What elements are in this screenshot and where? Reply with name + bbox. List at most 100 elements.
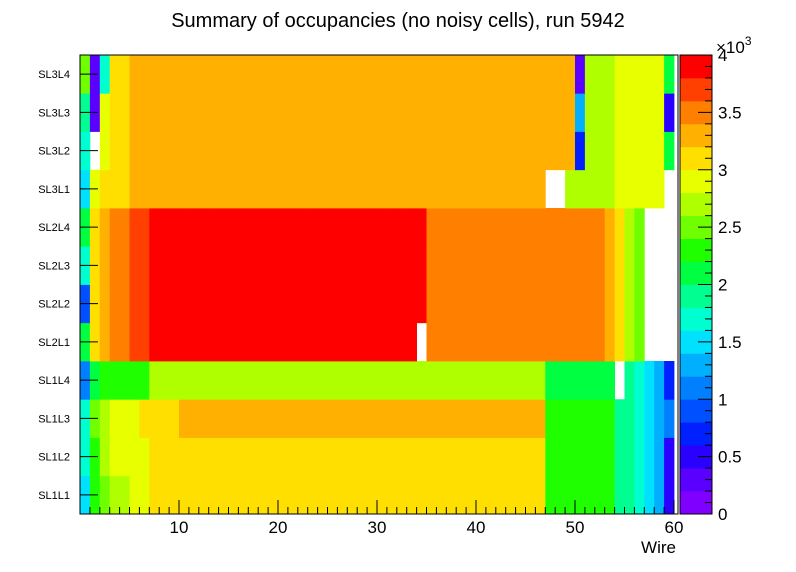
heatmap-cell [278, 437, 289, 477]
heatmap-cell [555, 399, 566, 438]
heatmap-cell [525, 246, 536, 285]
heatmap-cell [575, 93, 586, 132]
y-tick-label: SL2L1 [38, 337, 70, 349]
heatmap-cell [149, 475, 160, 515]
heatmap-cell [347, 208, 358, 247]
heatmap-cell [327, 169, 338, 209]
heatmap-cell [456, 131, 467, 171]
heatmap-cell [258, 399, 269, 438]
heatmap-cell [347, 131, 358, 171]
heatmap-cell [109, 55, 120, 94]
heatmap-cell [614, 399, 625, 438]
heatmap-cell [327, 93, 338, 132]
heatmap-cell [614, 208, 625, 247]
heatmap-cell [99, 284, 111, 324]
heatmap-cell [258, 169, 269, 209]
heatmap-cell [594, 475, 606, 515]
heatmap-cell [466, 284, 477, 324]
heatmap-cell [565, 399, 576, 438]
x-tick-label: 10 [170, 518, 189, 537]
heatmap-cell [278, 55, 289, 94]
heatmap-cell [188, 399, 200, 438]
heatmap-cell [149, 55, 160, 94]
heatmap-cell [396, 399, 408, 438]
heatmap-cell [357, 399, 368, 438]
heatmap-cell [515, 475, 526, 515]
heatmap-cell [218, 322, 229, 362]
heatmap-cell [218, 55, 229, 94]
heatmap-cell [634, 475, 645, 515]
heatmap-cell [575, 208, 586, 247]
heatmap-cell [297, 399, 309, 438]
heatmap-cell [466, 169, 477, 209]
heatmap-cell [594, 246, 606, 285]
heatmap-cell [604, 399, 615, 438]
heatmap-cell [198, 361, 210, 400]
heatmap-cell [159, 208, 170, 247]
color-scale-swatch [680, 238, 712, 262]
heatmap-cell [426, 169, 437, 209]
heatmap-cell [208, 93, 219, 132]
heatmap-cell [476, 93, 487, 132]
heatmap-cell [604, 475, 615, 515]
heatmap-cell [377, 169, 388, 209]
heatmap-cell [446, 246, 457, 285]
heatmap-cell [624, 55, 635, 94]
heatmap-cell [258, 322, 269, 362]
heatmap-cell [357, 322, 368, 362]
color-scale-swatch [680, 399, 712, 423]
heatmap-cell [396, 475, 408, 515]
heatmap-cell [634, 284, 645, 324]
heatmap-cell [228, 131, 239, 171]
heatmap-cell [218, 208, 229, 247]
heatmap-cell [198, 55, 210, 94]
heatmap-cell [495, 322, 507, 362]
heatmap-cell [109, 93, 120, 132]
heatmap-cell [386, 475, 398, 515]
heatmap-cell [367, 169, 378, 209]
heatmap-cell [476, 208, 487, 247]
heatmap-cell [119, 131, 130, 171]
heatmap-cell [327, 284, 338, 324]
heatmap-cell [485, 169, 497, 209]
heatmap-cell [614, 93, 625, 132]
heatmap-cell [357, 169, 368, 209]
heatmap-cell [555, 93, 566, 132]
heatmap-cell [179, 93, 190, 132]
heatmap-cell [208, 399, 219, 438]
color-scale-swatch [680, 307, 712, 331]
heatmap-cell [396, 361, 408, 400]
heatmap-cell [466, 437, 477, 477]
color-scale-swatch [680, 123, 712, 148]
heatmap-cell [406, 284, 417, 324]
heatmap-cell [198, 208, 210, 247]
heatmap-cell [515, 361, 526, 400]
heatmap-cell [476, 169, 487, 209]
heatmap-cell [416, 246, 427, 285]
heatmap-cell [545, 399, 556, 438]
heatmap-cell [614, 169, 625, 209]
heatmap-cell [129, 284, 140, 324]
heatmap-cell [436, 246, 447, 285]
heatmap-cell [198, 246, 210, 285]
color-scale-tick-label: 3.5 [718, 103, 742, 122]
heatmap-cell [198, 93, 210, 132]
y-tick-label: SL2L4 [38, 222, 70, 234]
heatmap-cell [119, 361, 130, 400]
heatmap-cell [129, 399, 140, 438]
heatmap-cell [416, 55, 427, 94]
heatmap-cell [238, 475, 249, 515]
heatmap-cell [169, 361, 180, 400]
heatmap-cell [377, 246, 388, 285]
heatmap-cell [258, 284, 269, 324]
heatmap-cell [575, 284, 586, 324]
color-scale-swatch [680, 100, 712, 125]
heatmap-cell [357, 208, 368, 247]
heatmap-cell [624, 361, 635, 400]
heatmap-cell [505, 55, 516, 94]
heatmap-cell [535, 169, 546, 209]
color-scale-multiplier-base: ×10 [716, 38, 745, 57]
x-axis: 10 20 30 40 50 60 [89, 500, 683, 537]
heatmap-cell [228, 322, 239, 362]
plot-frame [79, 54, 679, 515]
